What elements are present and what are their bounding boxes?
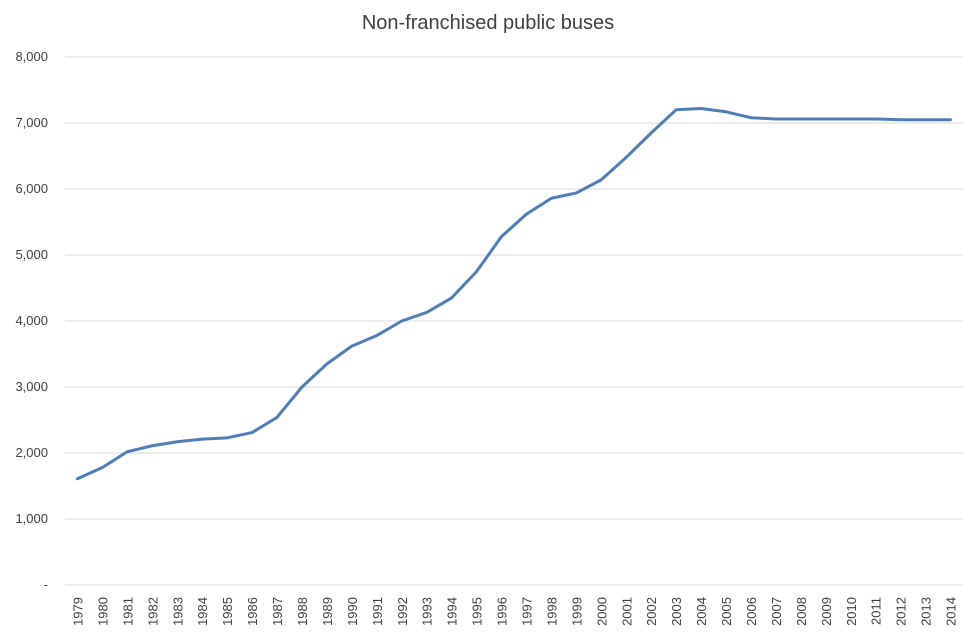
x-tick-label: 1990 [345, 597, 360, 626]
data-point [375, 334, 379, 337]
x-tick-label: 1991 [370, 597, 385, 626]
data-point [874, 117, 877, 121]
y-tick-label: 7,000 [15, 115, 48, 130]
x-tick-label: 2003 [669, 597, 684, 626]
data-point [151, 444, 154, 447]
data-point [126, 450, 129, 453]
data-point [849, 117, 852, 121]
data-point [625, 156, 628, 159]
x-tick-label: 2001 [619, 597, 634, 626]
x-tick-label: 2011 [869, 597, 884, 625]
data-point [899, 118, 902, 121]
x-tick-label: 1979 [70, 597, 85, 626]
y-tick-label: 2,000 [15, 445, 48, 460]
x-tick-label: 2012 [894, 597, 909, 626]
x-tick-label: 2009 [819, 597, 834, 626]
data-point [674, 108, 678, 112]
x-tick-label: 1982 [145, 597, 160, 626]
data-point [200, 437, 204, 441]
data-point [799, 117, 803, 121]
x-tick-label: 1980 [95, 597, 110, 626]
data-point [300, 385, 304, 389]
data-point [176, 440, 179, 443]
data-point [275, 416, 279, 419]
x-tick-label: 1997 [519, 597, 534, 626]
x-tick-label: 2008 [794, 597, 809, 626]
y-tick-label: - [44, 577, 48, 592]
y-tick-label: 3,000 [15, 379, 48, 394]
x-tick-label: 1987 [270, 597, 285, 626]
data-point [450, 296, 453, 300]
data-point [325, 362, 329, 366]
x-tick-label: 1996 [495, 597, 510, 626]
data-point [600, 178, 603, 181]
x-tick-label: 2005 [719, 597, 734, 626]
data-point [575, 191, 578, 195]
y-tick-label: 8,000 [15, 49, 48, 64]
y-tick-label: 1,000 [15, 511, 48, 526]
x-tick-label: 2004 [694, 597, 709, 626]
x-tick-label: 2014 [944, 597, 959, 626]
data-point [749, 116, 753, 119]
y-tick-label: 6,000 [15, 181, 48, 196]
x-tick-label: 1988 [295, 597, 310, 626]
x-tick-label: 2000 [594, 597, 609, 626]
x-tick-label: 1993 [420, 597, 435, 626]
x-tick-label: 1995 [470, 597, 485, 626]
data-point [250, 431, 254, 434]
data-point [101, 466, 104, 469]
y-tick-label: 5,000 [15, 247, 48, 262]
data-point [550, 197, 553, 200]
x-tick-label: 1994 [445, 597, 460, 626]
x-tick-label: 2002 [644, 597, 659, 626]
x-tick-label: 1986 [245, 597, 260, 626]
data-point [76, 477, 79, 480]
x-tick-label: 1983 [170, 597, 185, 626]
data-point [225, 436, 229, 440]
data-point [400, 319, 403, 323]
data-point [774, 117, 778, 121]
series-line [75, 106, 953, 481]
x-tick-label: 1998 [544, 597, 559, 626]
x-tick-label: 1989 [320, 597, 335, 626]
y-tick-label: 4,000 [15, 313, 48, 328]
data-point [475, 270, 478, 273]
data-point [924, 118, 927, 121]
data-point [649, 131, 653, 135]
data-point [425, 311, 428, 314]
data-point [500, 235, 503, 238]
data-point [949, 118, 952, 121]
x-tick-label: 1999 [569, 597, 584, 626]
data-point [824, 117, 828, 121]
chart-title: Non-franchised public buses [361, 12, 615, 34]
x-tick-label: 1981 [120, 597, 135, 626]
x-tick-label: 2007 [769, 597, 784, 626]
x-tick-label: 1984 [195, 597, 210, 626]
x-tick-label: 1985 [220, 597, 235, 626]
x-tick-label: 2006 [744, 597, 759, 626]
data-point [699, 107, 703, 110]
x-tick-label: 1992 [395, 597, 410, 626]
data-point [350, 344, 354, 348]
data-point [724, 110, 728, 113]
x-tick-label: 2013 [919, 597, 934, 626]
x-tick-label: 2010 [844, 597, 859, 626]
data-point [525, 212, 528, 216]
